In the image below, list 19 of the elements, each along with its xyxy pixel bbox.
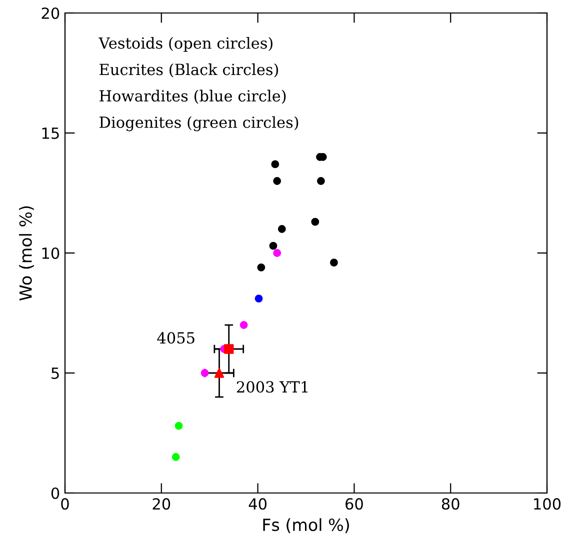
x-tick-label: 0: [61, 498, 69, 510]
x-tick-label: 80: [442, 498, 460, 510]
y-tick-label: 5: [52, 368, 59, 380]
annotation: Eucrites (Black circles): [100, 63, 278, 78]
y-tick-label: 0: [51, 487, 60, 500]
annotation: 4055: [157, 332, 194, 344]
y-axis-title: Wo (mol %): [19, 206, 34, 301]
x-tick-label: 60: [346, 498, 363, 510]
x-axis-title: Fs (mol %): [263, 518, 349, 534]
annotation: 2003 YT1: [236, 381, 308, 393]
annotation: Diogenites (green circles): [100, 116, 298, 132]
annotation: Howardites (blue circle): [100, 90, 286, 104]
x-tick-label: 40: [248, 498, 267, 510]
x-tick-label: 100: [534, 498, 561, 510]
x-tick-label: 20: [152, 498, 170, 510]
annotation: Vestoids (open circles): [98, 37, 272, 52]
y-tick-label: 10: [42, 247, 60, 260]
y-tick-label: 15: [42, 128, 59, 140]
y-tick-label: 20: [42, 7, 60, 20]
